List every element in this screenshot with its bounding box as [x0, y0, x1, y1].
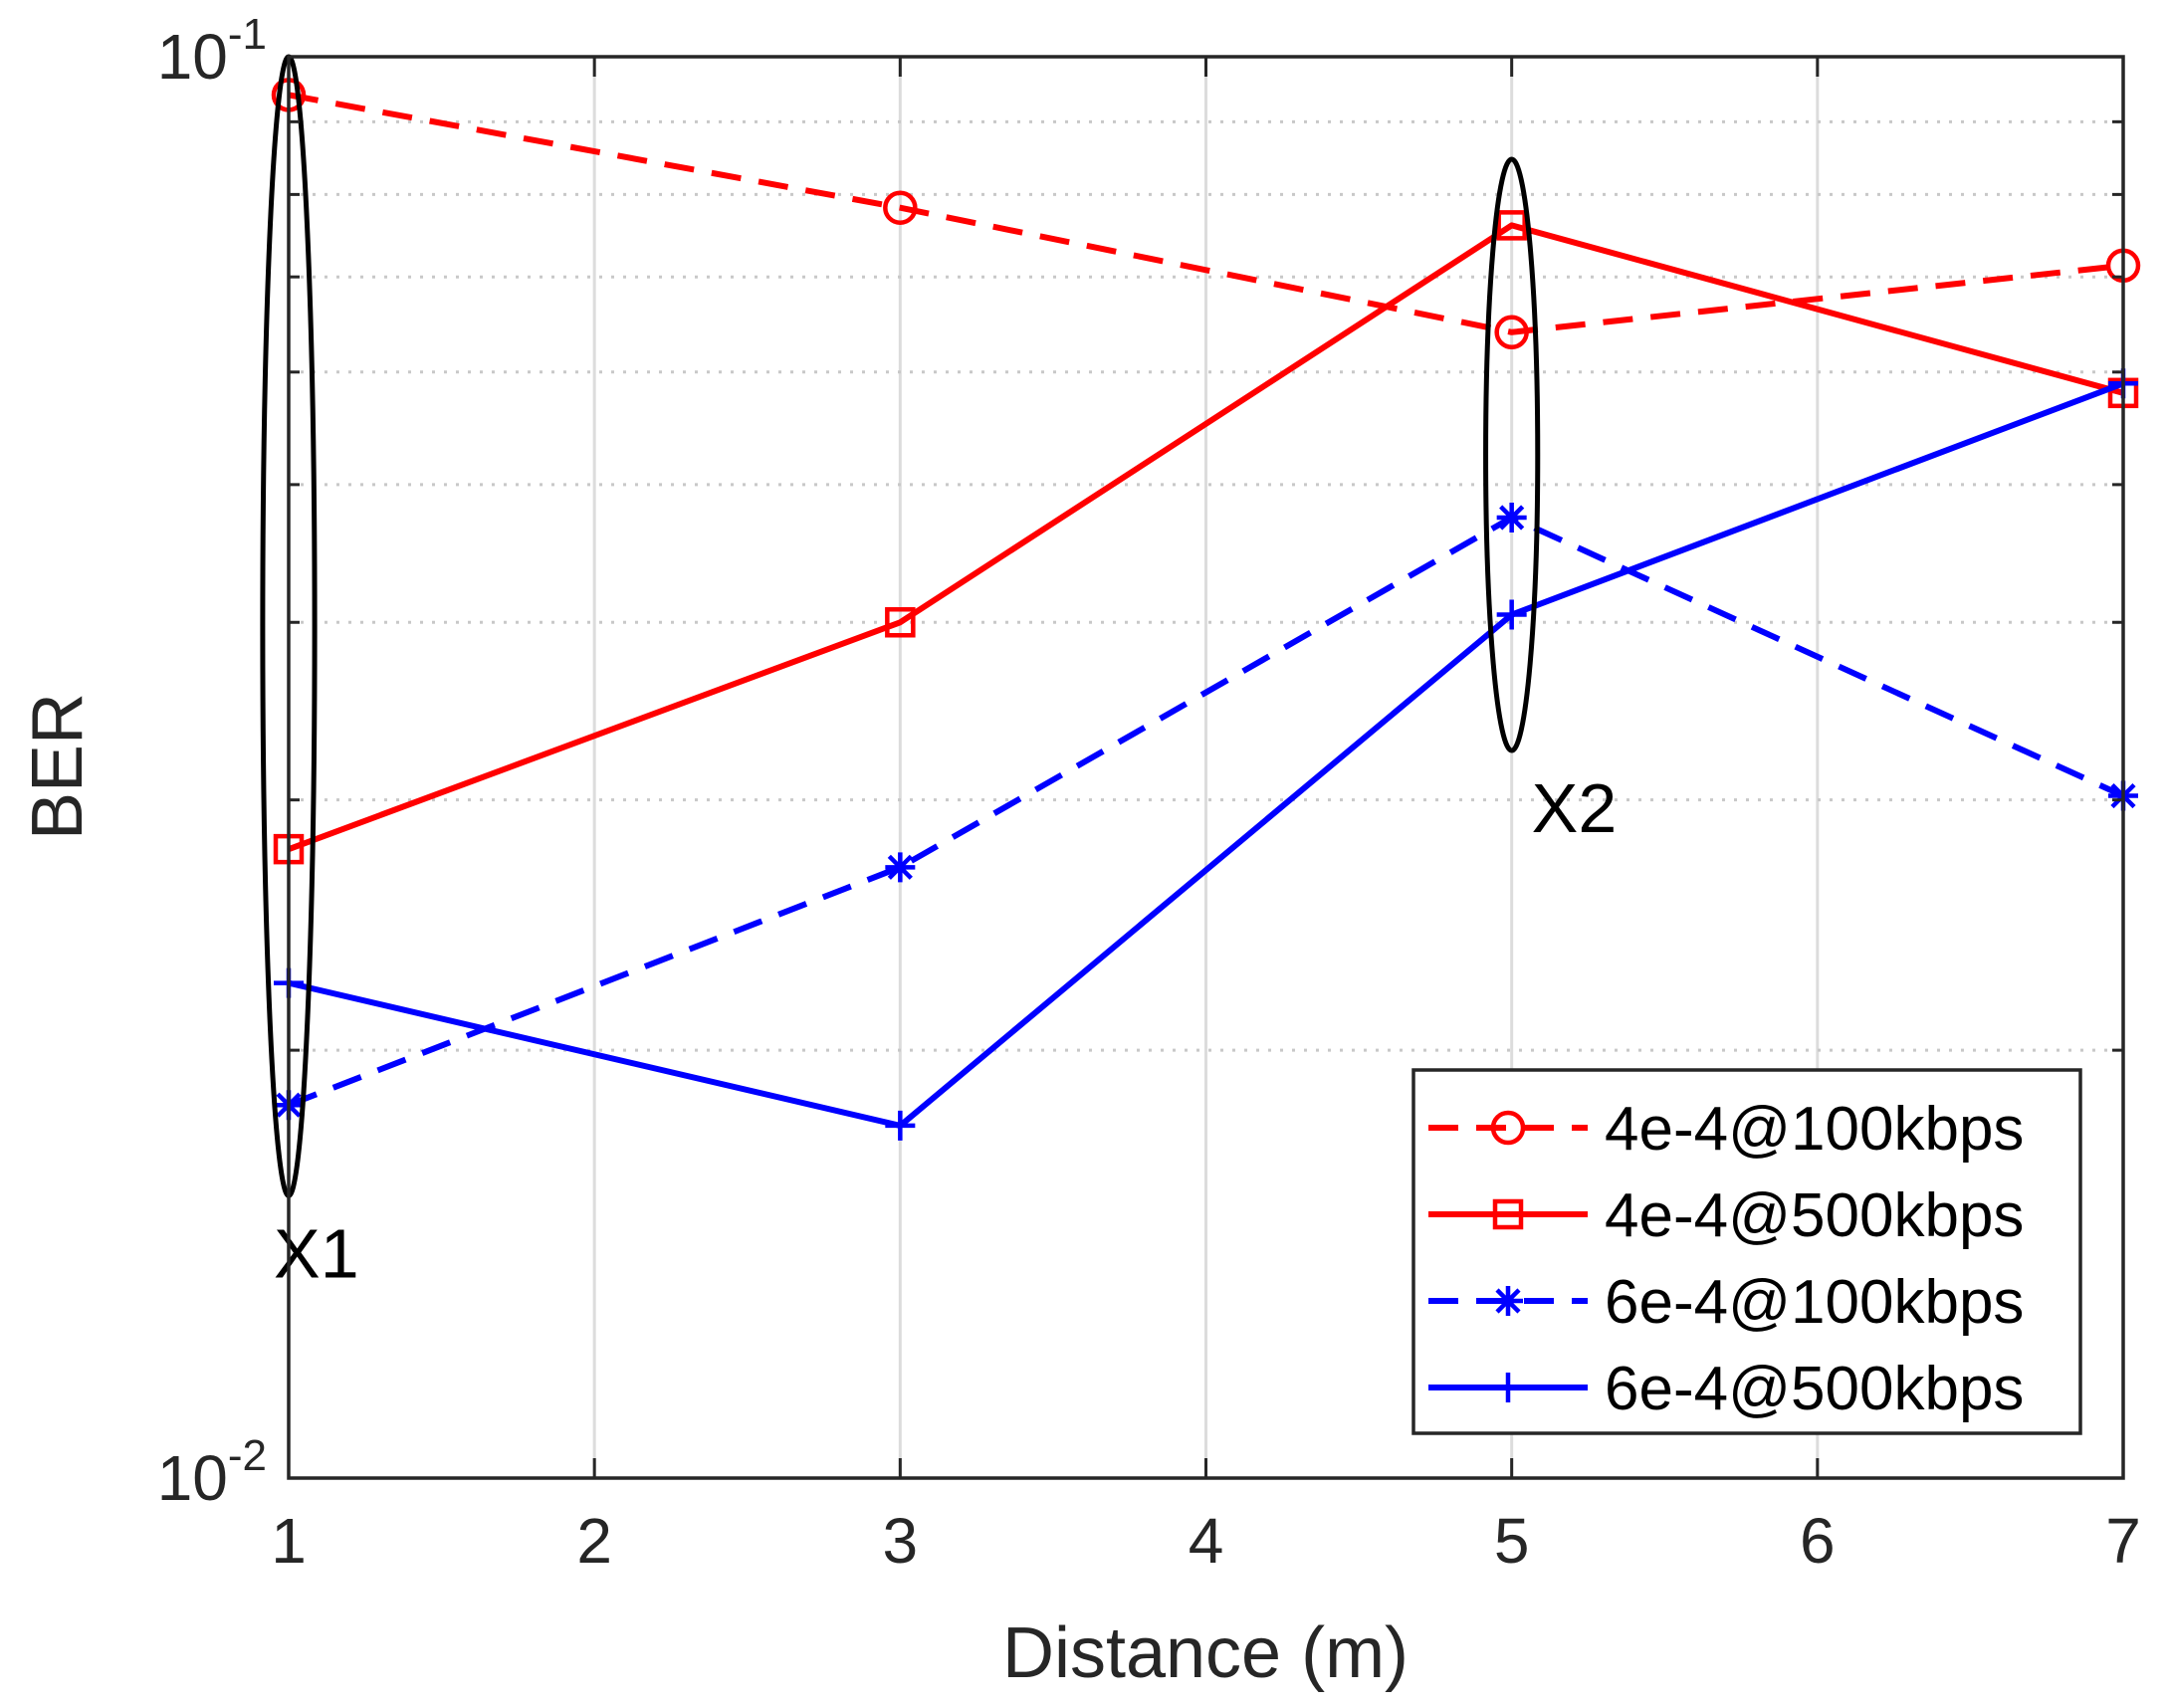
x-axis-title: Distance (m) [1002, 1613, 1409, 1693]
series-point [1496, 599, 1527, 630]
legend-label: 6e-4@100kbps [1605, 1268, 2024, 1337]
x-tick-label: 5 [1494, 1505, 1530, 1577]
y-tick-label: 10-2 [157, 1431, 267, 1514]
legend-label: 4e-4@100kbps [1605, 1095, 2024, 1164]
x-tick-label: 3 [883, 1505, 919, 1577]
annotation-ellipse-X2 [1483, 156, 1541, 753]
y-tick-label: 10-1 [157, 10, 267, 93]
series-line [288, 380, 2125, 1129]
axes-layer: 1 2 3 4 5 6 7 10-2 10-1 [157, 10, 2141, 1577]
x-tick-label: 6 [1800, 1505, 1836, 1577]
annotation-label-X2: X2 [1532, 769, 1618, 847]
x-tick-label: 2 [576, 1505, 612, 1577]
legend-entry-6e-4@100kbps: 6e-4@100kbps [1428, 1268, 2024, 1337]
x-tick-label: 1 [271, 1505, 307, 1577]
legend-marker [1492, 1198, 1524, 1230]
series-point [885, 607, 916, 638]
legend-entry-4e-4@500kbps: 4e-4@500kbps [1428, 1181, 2024, 1250]
annotation-label-X1: X1 [274, 1214, 359, 1292]
legend-entry-6e-4@500kbps: 6e-4@500kbps [1428, 1355, 2024, 1423]
legend-marker [1493, 1286, 1523, 1316]
series-point [885, 1110, 916, 1141]
x-tick-label: 7 [2105, 1505, 2141, 1577]
legend-marker [1490, 1110, 1526, 1146]
legend-entry-4e-4@100kbps: 4e-4@100kbps [1428, 1095, 2024, 1164]
legend-marker [1493, 1373, 1523, 1402]
y-axis-title: BER [18, 693, 98, 840]
legend-label: 4e-4@500kbps [1605, 1181, 2024, 1250]
series-line [288, 92, 2124, 335]
series-point [883, 190, 918, 225]
x-tick-label: 4 [1189, 1505, 1224, 1577]
legend-label: 6e-4@500kbps [1605, 1355, 2024, 1423]
series-point [885, 852, 916, 883]
series-line [287, 514, 2125, 1109]
series-point [1494, 315, 1529, 350]
legend: 4e-4@100kbps 4e-4@500kbps 6e-4@100kbps 6e-4… [1411, 1068, 2082, 1435]
series-point [1496, 502, 1527, 533]
series-point [1496, 210, 1527, 241]
series-line [287, 222, 2124, 852]
